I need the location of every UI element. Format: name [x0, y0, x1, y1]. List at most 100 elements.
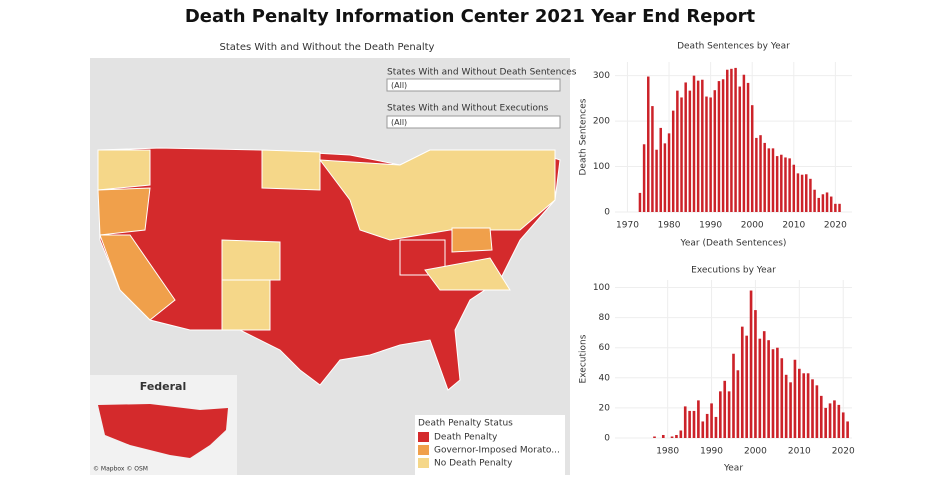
y-axis-title: Death Sentences [579, 98, 589, 175]
bar [745, 335, 748, 438]
map-title: States With and Without the Death Penalt… [220, 42, 435, 53]
bar [834, 203, 837, 212]
bar [838, 203, 841, 212]
y-tick-label: 20 [599, 403, 611, 413]
bar [775, 156, 779, 212]
bar [809, 178, 812, 212]
bar [758, 338, 762, 438]
y-tick-label: 100 [593, 283, 610, 293]
y-tick-label: 40 [599, 373, 611, 383]
bar [705, 413, 709, 438]
bar [642, 144, 646, 212]
bar [767, 340, 770, 438]
bar [780, 358, 784, 438]
x-axis-title: Year [723, 464, 743, 474]
bar [701, 79, 704, 213]
federal-shape [98, 404, 228, 458]
y-tick-label: 100 [593, 162, 610, 172]
bar [784, 374, 788, 438]
bar [671, 110, 675, 212]
dashboard-title: Death Penalty Information Center 2021 Ye… [185, 6, 756, 27]
bar [675, 434, 678, 438]
legend: Death Penalty Status Death Penalty Govern… [415, 415, 565, 475]
state-region [221, 239, 281, 331]
x-tick-label: 2000 [744, 447, 767, 457]
bar [821, 194, 825, 212]
bar [817, 197, 820, 212]
bar [679, 430, 683, 438]
bar [784, 157, 787, 212]
filter-value[interactable]: (All) [391, 81, 407, 90]
bar [638, 192, 642, 212]
bar [738, 86, 741, 212]
x-tick-label: 1980 [656, 447, 679, 457]
x-axis-title: Year (Death Sentences) [680, 239, 787, 249]
y-tick-label: 0 [604, 208, 610, 218]
bar [749, 290, 753, 438]
x-tick-label: 2020 [824, 221, 847, 231]
bar [734, 67, 737, 212]
bar [828, 403, 832, 438]
legend-swatch [418, 432, 429, 442]
bar [841, 412, 845, 438]
bar [696, 80, 700, 213]
bar [754, 310, 757, 438]
bar [813, 189, 816, 212]
y-tick-label: 80 [599, 313, 611, 323]
bar [667, 133, 671, 212]
bar [717, 81, 721, 212]
x-tick-label: 1990 [699, 221, 722, 231]
bar [688, 410, 691, 438]
x-tick-label: 2020 [832, 447, 855, 457]
x-tick-label: 1970 [616, 221, 639, 231]
filter-label: States With and Without Executions [387, 104, 549, 114]
state-region [261, 149, 321, 191]
bar [653, 436, 656, 438]
filter-label: States With and Without Death Sentences [387, 68, 577, 78]
bar [713, 90, 717, 212]
bar [815, 385, 819, 438]
bar [780, 154, 783, 212]
bar [659, 127, 662, 212]
bar [683, 406, 687, 438]
state-region [318, 149, 556, 241]
bar [742, 74, 746, 213]
bar [684, 82, 687, 212]
filter-dropdown[interactable] [386, 115, 561, 129]
bar [721, 79, 725, 212]
bar [811, 379, 814, 438]
bar [714, 416, 718, 438]
legend-label: No Death Penalty [434, 459, 513, 469]
x-tick-label: 2010 [782, 221, 805, 231]
legend-title: Death Penalty Status [418, 419, 513, 429]
bar [727, 391, 731, 438]
x-tick-label: 1980 [658, 221, 681, 231]
legend-box [415, 415, 565, 475]
bar [833, 400, 836, 438]
legend-label: Death Penalty [434, 433, 498, 443]
bar [697, 400, 700, 438]
inset-title: Federal [140, 380, 186, 393]
x-tick-label: 1990 [700, 447, 723, 457]
bar [767, 148, 771, 212]
bar [789, 382, 792, 438]
bar [680, 97, 683, 212]
chart-title: Death Sentences by Year [677, 42, 790, 52]
bar [805, 174, 808, 212]
bar [802, 373, 806, 438]
x-tick-label: 2010 [788, 447, 811, 457]
bar [755, 137, 758, 212]
bar [730, 68, 733, 213]
legend-label: Governor-Imposed Morato... [434, 446, 560, 456]
bar [736, 370, 740, 438]
state-region [451, 227, 493, 253]
bar [705, 96, 708, 212]
bar [670, 436, 674, 438]
legend-swatch [418, 458, 429, 468]
filter-value[interactable]: (All) [391, 118, 407, 127]
filter-dropdown[interactable] [386, 78, 561, 92]
x-tick-label: 2000 [741, 221, 764, 231]
bar [762, 331, 766, 438]
bar [746, 82, 750, 212]
